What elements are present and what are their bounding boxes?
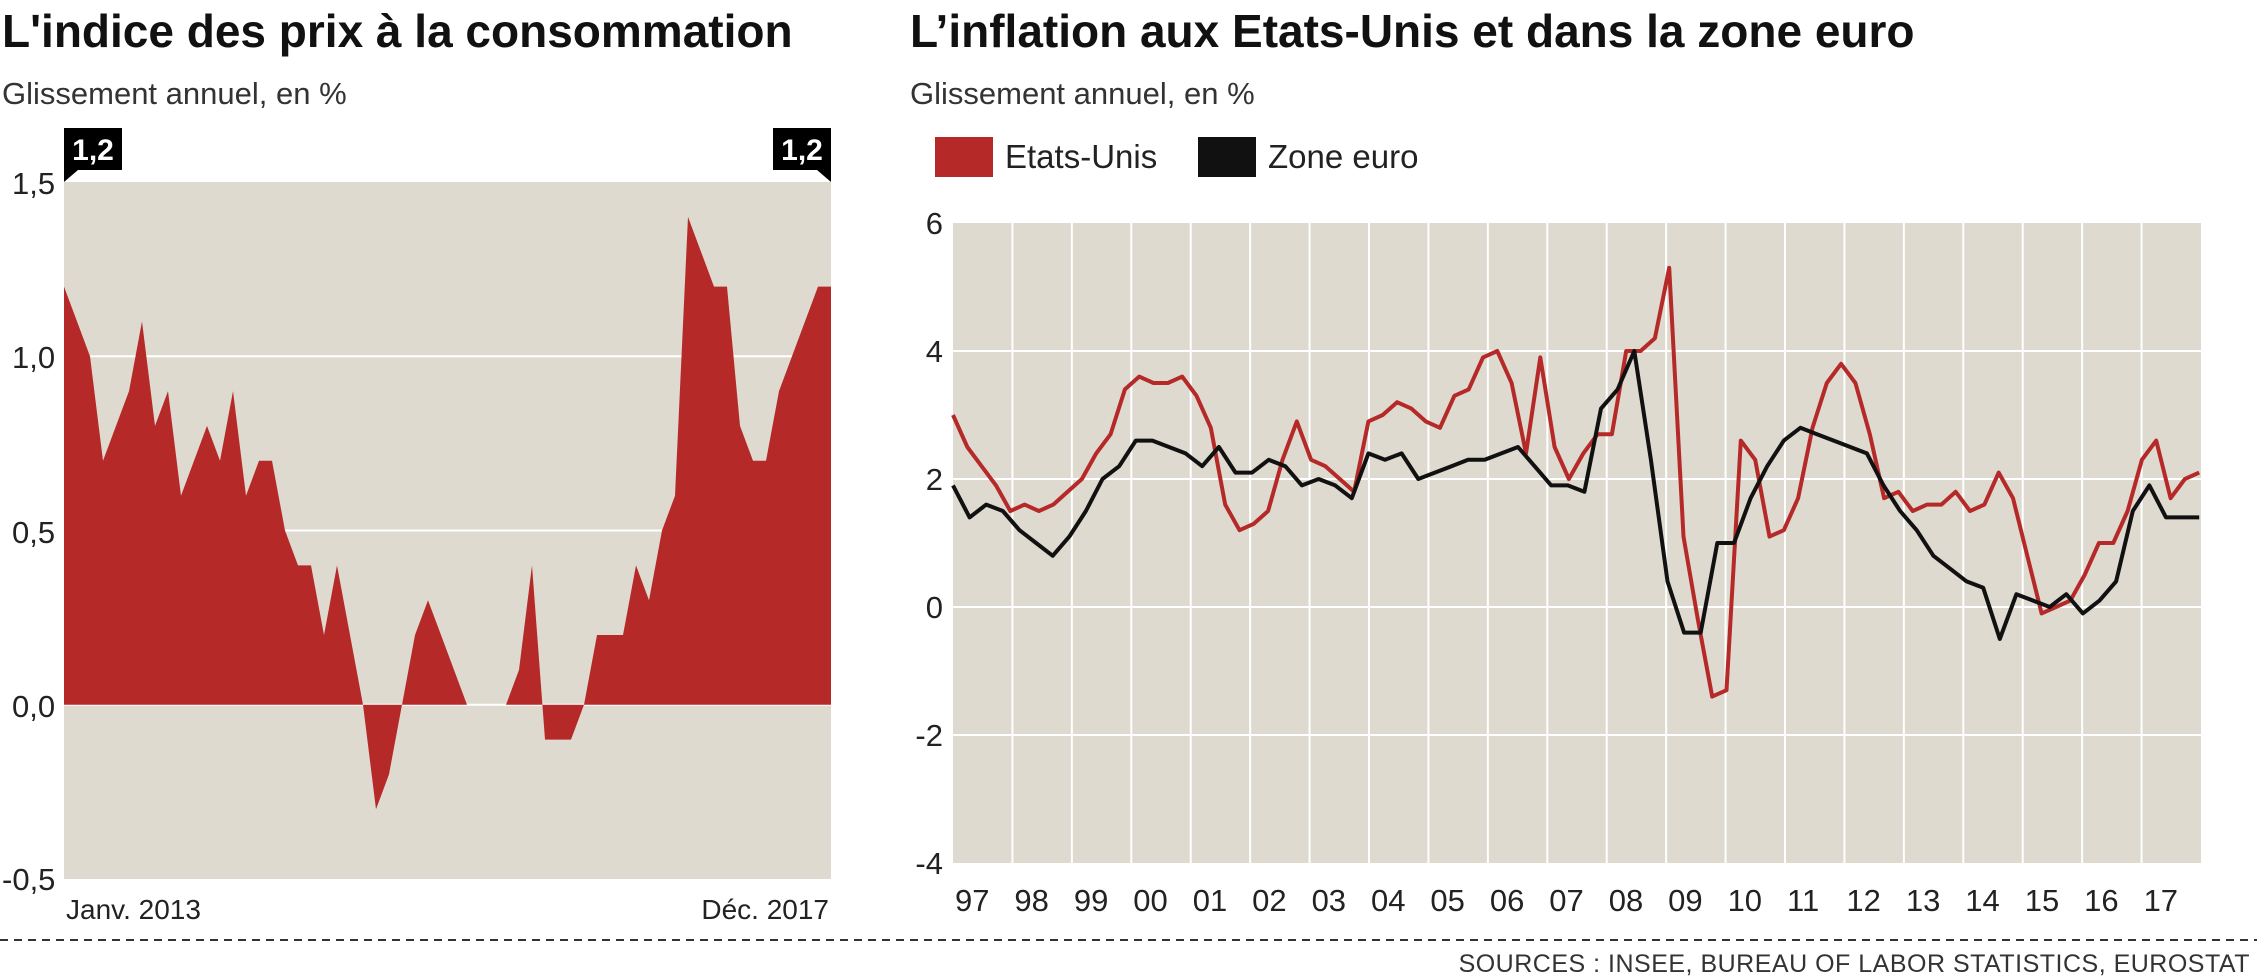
badge-start: 1,2 bbox=[64, 128, 122, 182]
right-y-tick: -2 bbox=[915, 718, 943, 753]
right-grid bbox=[953, 223, 2201, 863]
left-y-axis: 1,5 1,0 0,5 0,0 -0,5 bbox=[2, 166, 55, 897]
right-x-tick: 02 bbox=[1252, 883, 1286, 918]
right-x-tick: 08 bbox=[1609, 883, 1643, 918]
badge-end: 1,2 bbox=[773, 128, 831, 182]
right-x-tick: 16 bbox=[2084, 883, 2118, 918]
legend-label-us: Etats-Unis bbox=[1005, 138, 1157, 175]
right-x-tick: 10 bbox=[1728, 883, 1762, 918]
right-title: L’inflation aux Etats-Unis et dans la zo… bbox=[910, 5, 1915, 57]
right-x-tick: 15 bbox=[2025, 883, 2059, 918]
right-x-tick: 17 bbox=[2144, 883, 2178, 918]
right-x-tick: 98 bbox=[1014, 883, 1048, 918]
left-y-tick: 1,5 bbox=[12, 166, 55, 201]
left-y-tick: 0,0 bbox=[12, 689, 55, 724]
legend: Etats-Unis Zone euro bbox=[935, 137, 1418, 177]
legend-swatch-us bbox=[935, 137, 993, 177]
series-line-zone-euro bbox=[951, 349, 2200, 641]
left-area-series bbox=[64, 216, 831, 810]
right-y-axis: 6 4 2 0 -2 -4 bbox=[915, 206, 943, 881]
right-x-tick: 14 bbox=[1965, 883, 1999, 918]
source-note: SOURCES : INSEE, BUREAU OF LABOR STATIST… bbox=[1459, 950, 2250, 976]
right-x-tick: 06 bbox=[1490, 883, 1524, 918]
left-y-tick: 0,5 bbox=[12, 515, 55, 550]
right-x-tick: 09 bbox=[1668, 883, 1702, 918]
right-x-tick: 05 bbox=[1430, 883, 1464, 918]
left-end-label: Déc. 2017 bbox=[701, 894, 829, 925]
right-subtitle: Glissement annuel, en % bbox=[910, 76, 1255, 111]
legend-label-euro: Zone euro bbox=[1268, 138, 1418, 175]
right-y-tick: 6 bbox=[926, 206, 943, 241]
left-y-tick: 1,0 bbox=[12, 340, 55, 375]
right-x-tick: 11 bbox=[1787, 883, 1819, 918]
right-x-tick: 99 bbox=[1074, 883, 1108, 918]
legend-swatch-euro bbox=[1198, 137, 1256, 177]
left-subtitle: Glissement annuel, en % bbox=[2, 76, 347, 111]
right-y-tick: -4 bbox=[915, 846, 943, 881]
right-x-tick: 13 bbox=[1906, 883, 1940, 918]
right-x-tick: 03 bbox=[1312, 883, 1346, 918]
right-x-tick: 97 bbox=[955, 883, 989, 918]
right-y-tick: 0 bbox=[926, 590, 943, 625]
left-start-label: Janv. 2013 bbox=[66, 894, 201, 925]
right-y-tick: 4 bbox=[926, 334, 943, 369]
right-x-tick: 00 bbox=[1133, 883, 1167, 918]
badge-start-label: 1,2 bbox=[72, 134, 114, 167]
badge-end-label: 1,2 bbox=[781, 134, 823, 167]
right-x-tick: 01 bbox=[1193, 883, 1227, 918]
right-x-axis: 97 98 99 00 01 02 03 04 05 06 07 08 09 10 11 12 13 14 15 16… bbox=[955, 883, 2178, 918]
right-x-tick: 07 bbox=[1549, 883, 1583, 918]
left-title: L'indice des prix à la consommation bbox=[2, 5, 793, 57]
right-plot-area bbox=[953, 223, 2201, 863]
left-y-tick: -0,5 bbox=[2, 862, 55, 897]
series-line-etats-unis bbox=[951, 265, 2201, 699]
right-x-tick: 12 bbox=[1846, 883, 1880, 918]
right-y-tick: 2 bbox=[926, 462, 943, 497]
right-x-tick: 04 bbox=[1371, 883, 1405, 918]
